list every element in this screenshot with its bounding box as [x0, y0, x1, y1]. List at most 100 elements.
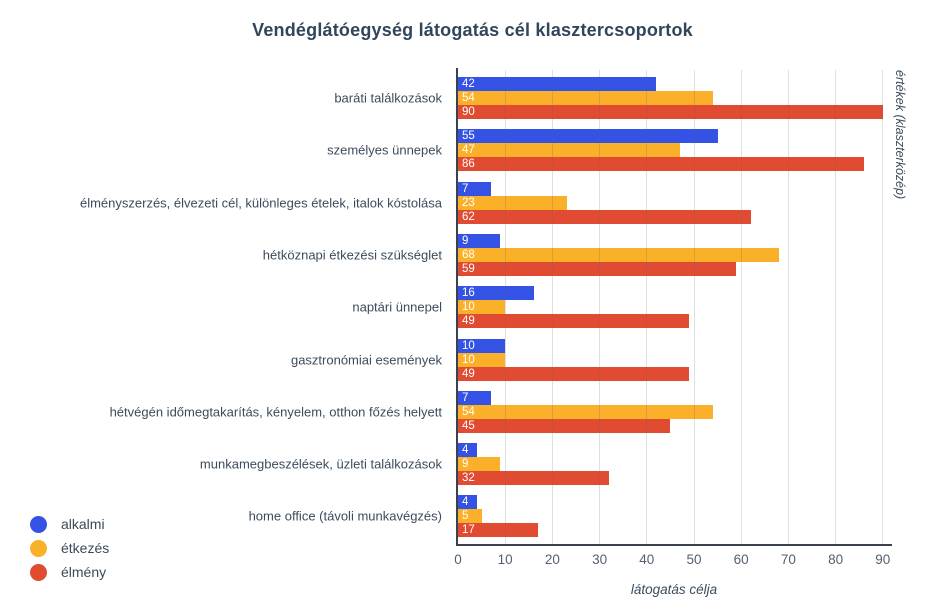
legend-swatch-icon — [30, 515, 47, 533]
category-label: munkamegbeszélések, üzleti találkozások — [199, 456, 442, 472]
bar-étkezés: 47 — [458, 143, 680, 158]
bar-élmény: 45 — [458, 418, 671, 433]
bar-value-label: 10 — [462, 339, 475, 352]
bar-alkalmi: 10 — [458, 338, 506, 353]
category-axis-labels: baráti találkozások személyes ünnepek élmé… — [0, 0, 450, 616]
bar-value-label: 7 — [462, 391, 469, 404]
bar-value-label: 59 — [462, 262, 475, 275]
chart-title: Vendéglátóegység látogatás cél klaszterc… — [252, 20, 693, 40]
x-axis-tick: 90 — [875, 552, 891, 567]
x-axis-title: látogatás célja — [630, 582, 718, 597]
legend-label: élmény — [61, 564, 107, 580]
bar-alkalmi: 9 — [458, 233, 501, 248]
bar-value-label: 7 — [462, 182, 469, 195]
gridline — [787, 70, 789, 544]
gridline — [882, 70, 884, 544]
legend-swatch-icon — [30, 539, 47, 557]
bar-élmény: 49 — [458, 314, 690, 329]
bar-élmény: 90 — [458, 105, 883, 119]
bar-étkezés: 68 — [458, 247, 779, 262]
bar-value-label: 49 — [462, 367, 475, 380]
x-axis-tick: 70 — [780, 552, 796, 567]
category-label: élményszerzés, élvezeti cél, különleges … — [79, 195, 442, 211]
bar-value-label: 9 — [462, 458, 469, 471]
bar-value-label: 47 — [462, 144, 475, 157]
bar-étkezés: 5 — [458, 509, 482, 524]
bar-value-label: 54 — [462, 92, 475, 104]
bar-alkalmi: 7 — [458, 181, 492, 196]
bar-étkezés: 54 — [458, 404, 713, 419]
category-label: gasztronómiai események — [290, 352, 442, 367]
bar-alkalmi: 4 — [458, 443, 477, 458]
bar-value-label: 55 — [462, 130, 475, 143]
bar-value-label: 5 — [462, 510, 469, 523]
x-axis-tick: 50 — [686, 552, 702, 567]
gridline — [646, 70, 648, 544]
legend-item-alkalmi[interactable]: alkalmi — [30, 515, 109, 533]
x-axis-tick: 60 — [733, 552, 749, 567]
bar-value-label: 90 — [462, 106, 475, 118]
category-label: home office (távoli munkavégzés) — [248, 508, 442, 524]
legend-item-élmény[interactable]: élmény — [30, 563, 109, 581]
legend-item-étkezés[interactable]: étkezés — [30, 539, 109, 557]
x-axis-tick: 20 — [544, 552, 560, 567]
bar-value-label: 54 — [462, 405, 475, 418]
bar-value-label: 86 — [462, 158, 475, 171]
legend: alkalmi étkezés élmény — [30, 515, 109, 581]
bar-value-label: 62 — [462, 210, 475, 223]
legend-label: alkalmi — [61, 516, 105, 532]
bar-alkalmi: 7 — [458, 390, 492, 405]
bar-élmény: 62 — [458, 209, 751, 224]
bar-value-label: 9 — [462, 234, 469, 247]
bar-value-label: 16 — [462, 287, 475, 300]
legend-label: étkezés — [61, 540, 110, 556]
gridline — [835, 70, 837, 544]
bar-alkalmi: 55 — [458, 129, 718, 144]
bar-value-label: 42 — [462, 78, 475, 90]
bar-étkezés: 10 — [458, 300, 506, 315]
bar-value-label: 4 — [462, 496, 469, 509]
gridline — [504, 70, 506, 544]
bar-étkezés: 54 — [458, 91, 713, 105]
bar-étkezés: 10 — [458, 352, 506, 367]
bar-alkalmi: 16 — [458, 286, 534, 301]
bar-étkezés: 23 — [458, 195, 567, 210]
gridline — [551, 70, 553, 544]
x-axis-tick: 10 — [497, 552, 513, 567]
bar-value-label: 23 — [462, 196, 475, 209]
bar-élmény: 59 — [458, 261, 737, 276]
category-label: naptári ünnepel — [352, 299, 442, 315]
bar-alkalmi: 4 — [458, 495, 477, 510]
bar-élmény: 49 — [458, 366, 690, 381]
bar-alkalmi: 42 — [458, 77, 657, 91]
x-axis-tick: 0 — [454, 552, 462, 567]
bar-value-label: 10 — [462, 301, 475, 314]
right-axis-title: értékek (klaszterközép) — [893, 70, 907, 200]
gridline — [693, 70, 695, 544]
gridline — [599, 70, 601, 544]
y-axis-line — [456, 68, 458, 546]
legend-swatch-icon — [30, 563, 47, 581]
category-label: hétköznapi étkezési szükséglet — [262, 247, 442, 263]
bar-value-label: 32 — [462, 472, 475, 485]
x-axis-tick: 80 — [828, 552, 844, 567]
bar-étkezés: 9 — [458, 457, 501, 472]
bar-value-label: 68 — [462, 248, 475, 261]
bar-value-label: 17 — [462, 524, 475, 537]
bar-value-label: 4 — [462, 444, 469, 457]
bar-élmény: 17 — [458, 523, 539, 538]
x-axis-tick: 40 — [639, 552, 655, 567]
gridline — [740, 70, 742, 544]
plot-area: 42 54 90 55 47 86 7 23 62 9 68 59 16 10 49 10 10 49 7 54 45 4… — [458, 70, 890, 544]
category-label: hétvégén időmegtakarítás, kényelem, otth… — [109, 404, 442, 420]
bar-élmény: 32 — [458, 471, 610, 486]
category-label: baráti találkozások — [334, 90, 442, 106]
x-axis-tick: 30 — [592, 552, 608, 567]
bar-value-label: 10 — [462, 353, 475, 366]
bar-élmény: 86 — [458, 157, 864, 172]
bar-value-label: 49 — [462, 315, 475, 328]
bar-value-label: 45 — [462, 419, 475, 432]
x-axis-line — [456, 544, 892, 546]
category-label: személyes ünnepek — [327, 142, 442, 158]
